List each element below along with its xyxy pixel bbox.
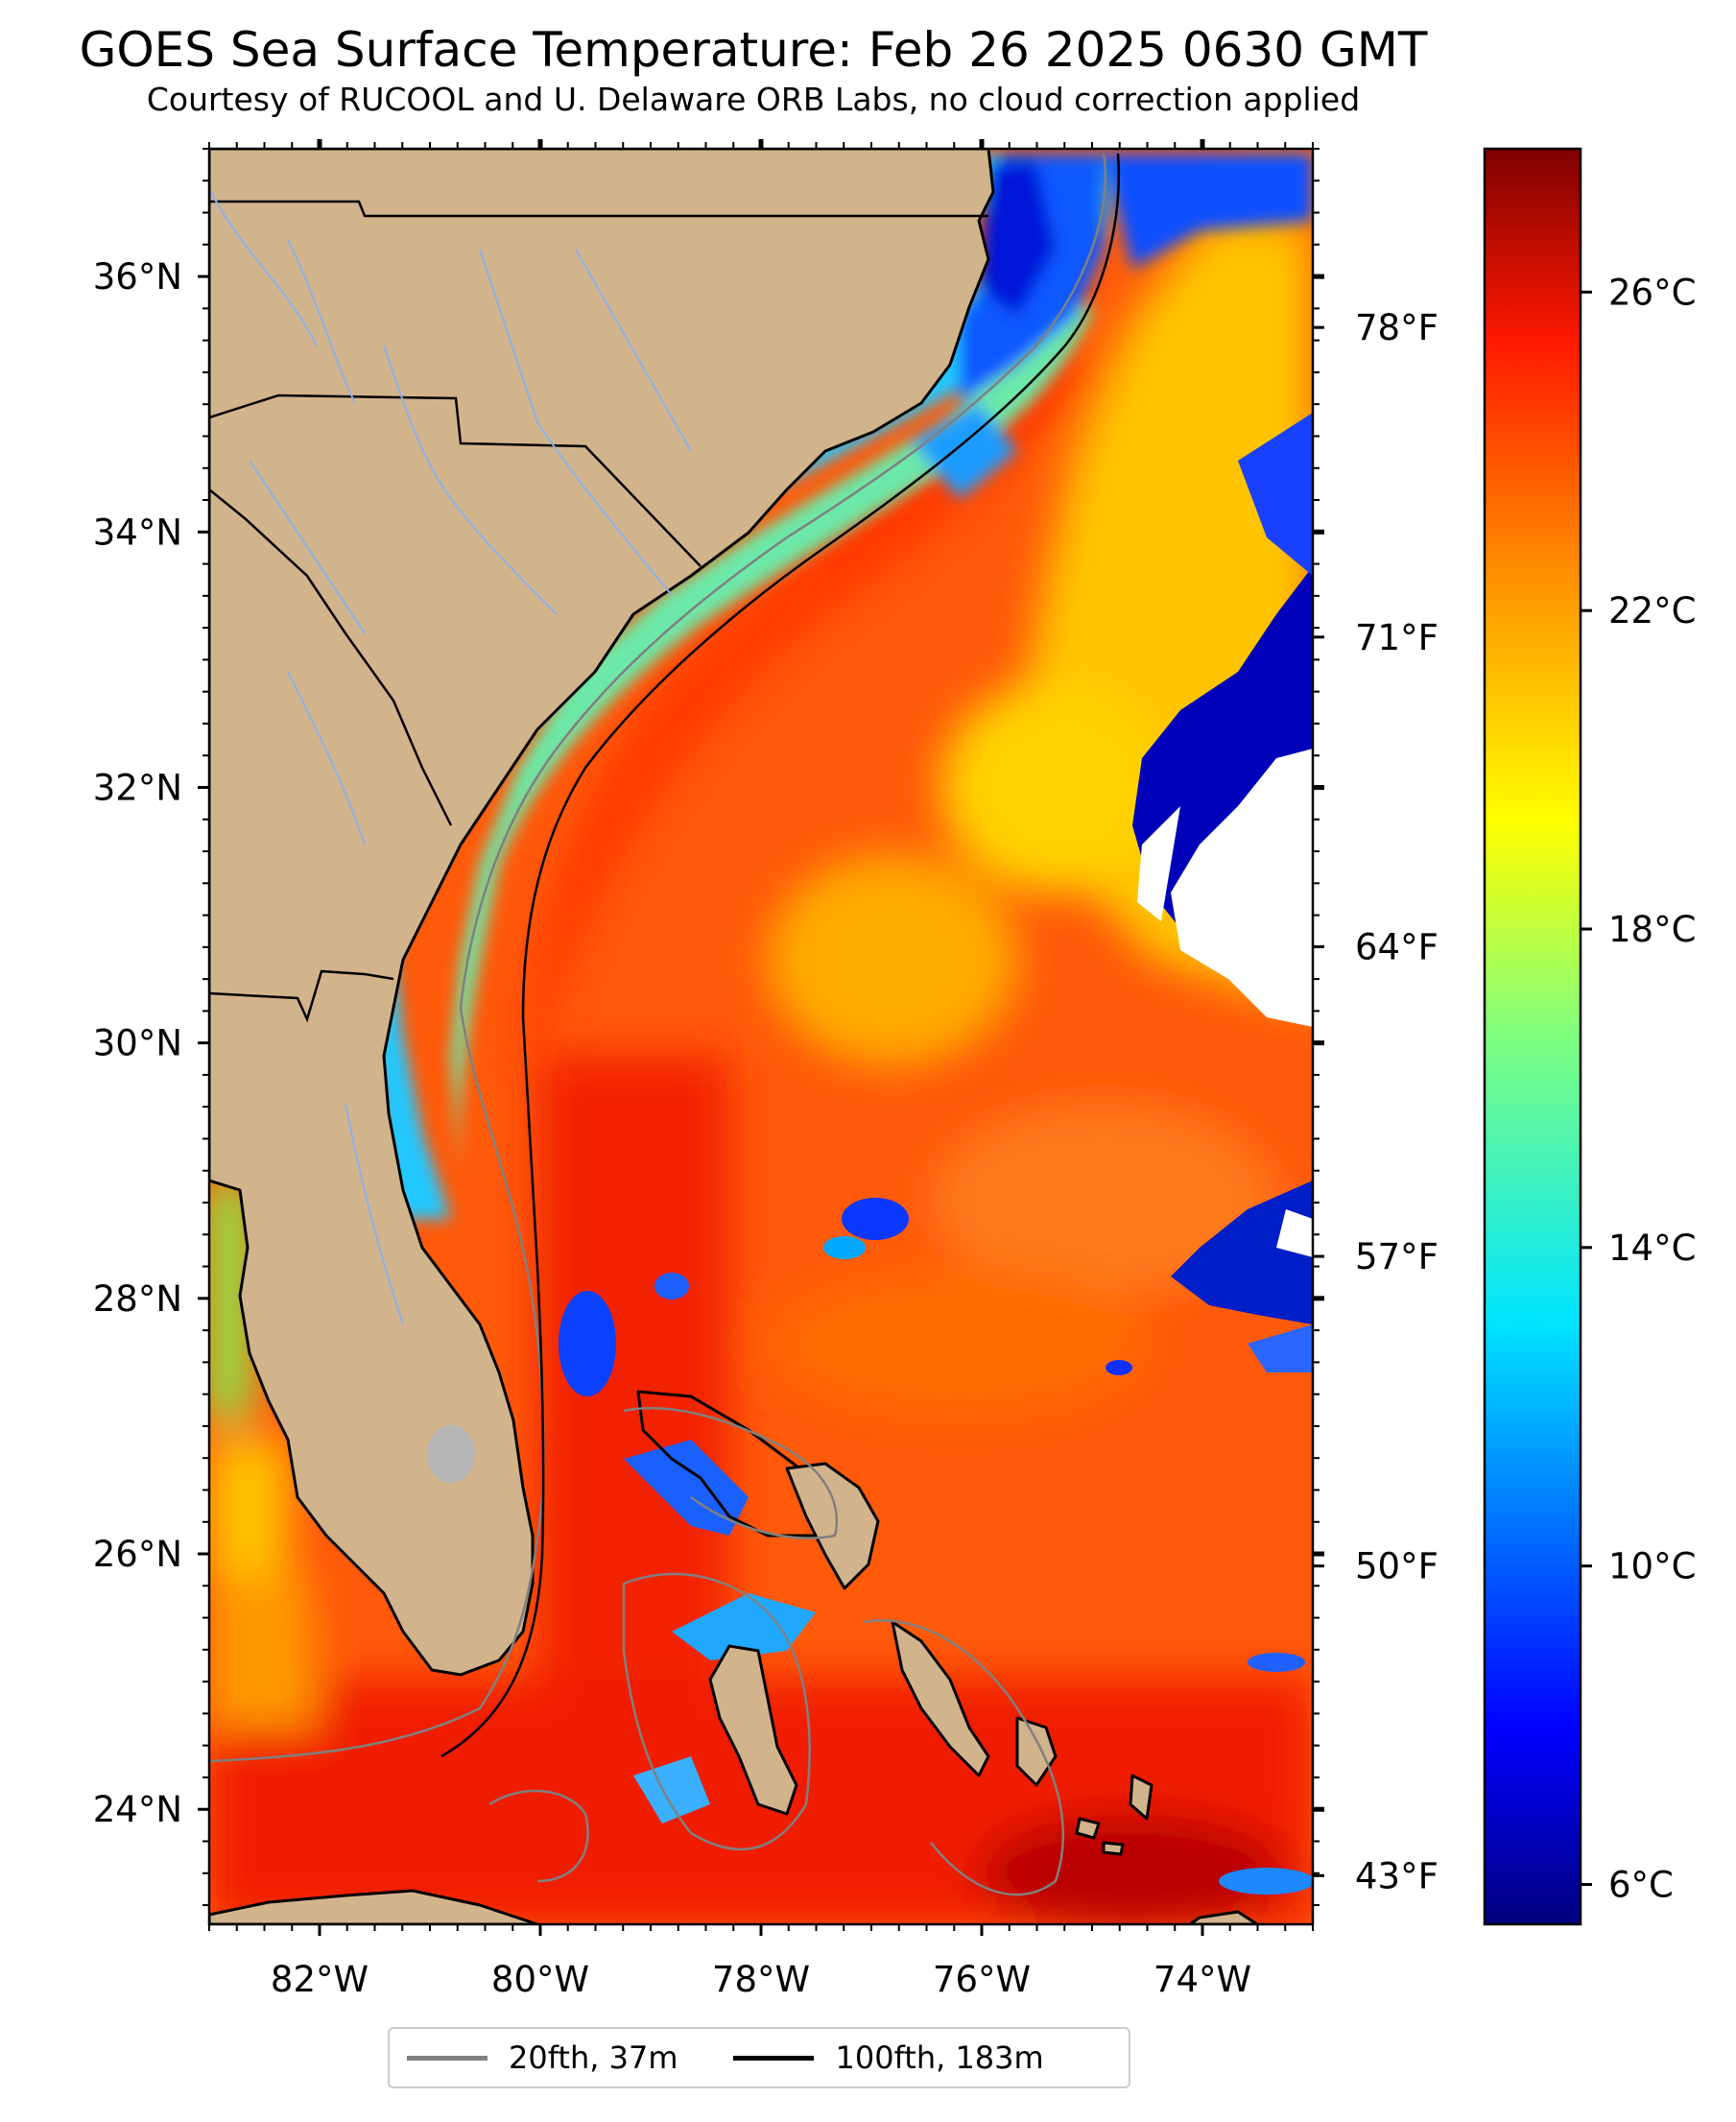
colorbar bbox=[1483, 147, 1582, 1926]
colorbar-axis: 26°C 22°C 18°C 14°C 10°C 6°C bbox=[1581, 272, 1696, 1906]
lon-tick-label: 78°W bbox=[712, 1959, 810, 2000]
lat-tick-label: 28°N bbox=[93, 1278, 182, 1320]
degf-tick-label: 57°F bbox=[1355, 1236, 1439, 1277]
colorbar-tick-label: 18°C bbox=[1608, 909, 1696, 950]
degf-tick-label: 50°F bbox=[1355, 1546, 1439, 1587]
colorbar-tick-label: 26°C bbox=[1608, 272, 1696, 313]
lat-tick-label: 32°N bbox=[93, 767, 182, 808]
legend-line-gray-icon bbox=[407, 2055, 488, 2061]
lat-tick-label: 36°N bbox=[93, 256, 182, 298]
shelf-waters bbox=[371, 154, 1313, 1219]
lat-tick-label: 34°N bbox=[93, 512, 182, 553]
no-data-areas bbox=[1137, 749, 1313, 1257]
lon-tick-label: 80°W bbox=[491, 1959, 589, 2000]
fahrenheit-axis: 78°F 71°F 64°F 57°F 50°F 43°F bbox=[1313, 307, 1439, 1896]
isobath-20fth bbox=[209, 153, 1107, 1763]
legend-item-20fth: 20fth, 37m bbox=[407, 2039, 678, 2076]
degf-tick-label: 78°F bbox=[1355, 307, 1439, 348]
lat-tick-label: 26°N bbox=[93, 1534, 182, 1575]
colorbar-tick-label: 6°C bbox=[1608, 1865, 1674, 1906]
land bbox=[209, 149, 1259, 1924]
map-title: GOES Sea Surface Temperature: Feb 26 202… bbox=[79, 22, 1428, 78]
lake-okeechobee bbox=[427, 1425, 475, 1483]
degf-tick-label: 71°F bbox=[1355, 617, 1439, 658]
lon-tick-label: 74°W bbox=[1153, 1959, 1251, 2000]
map-subtitle: Courtesy of RUCOOL and U. Delaware ORB L… bbox=[146, 81, 1361, 118]
colorbar-tick-label: 10°C bbox=[1608, 1546, 1696, 1587]
isobath-100fth bbox=[440, 153, 1120, 1758]
latitude-axis: 36°N 34°N 32°N 30°N 28°N 26°N 24°N bbox=[93, 148, 1324, 1907]
colorbar-tick-label: 14°C bbox=[1608, 1228, 1696, 1269]
map-area bbox=[209, 149, 1313, 1924]
state-borders bbox=[209, 200, 988, 1023]
degf-tick-label: 64°F bbox=[1355, 926, 1439, 967]
legend-item-100fth: 100fth, 183m bbox=[733, 2039, 1044, 2076]
lat-tick-label: 30°N bbox=[93, 1023, 182, 1064]
lat-tick-label: 24°N bbox=[93, 1789, 182, 1830]
longitude-axis: 82°W 80°W 78°W 76°W 74°W bbox=[208, 139, 1314, 2000]
rivers bbox=[210, 191, 692, 1325]
degf-tick-label: 43°F bbox=[1355, 1855, 1439, 1896]
legend-label-20fth: 20fth, 37m bbox=[509, 2039, 678, 2076]
colorbar-tick-label: 22°C bbox=[1608, 590, 1696, 632]
lon-tick-label: 76°W bbox=[933, 1959, 1031, 2000]
isobath-legend: 20fth, 37m 100fth, 183m bbox=[388, 2027, 1130, 2088]
legend-line-black-icon bbox=[733, 2055, 815, 2061]
legend-label-100fth: 100fth, 183m bbox=[835, 2039, 1044, 2076]
bahama-banks bbox=[488, 1407, 1065, 1896]
lon-tick-label: 82°W bbox=[271, 1959, 369, 2000]
